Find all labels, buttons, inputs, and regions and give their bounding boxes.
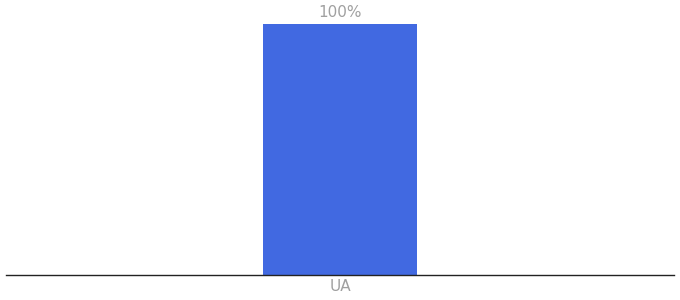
Text: 100%: 100% xyxy=(318,5,362,20)
Bar xyxy=(263,24,417,274)
